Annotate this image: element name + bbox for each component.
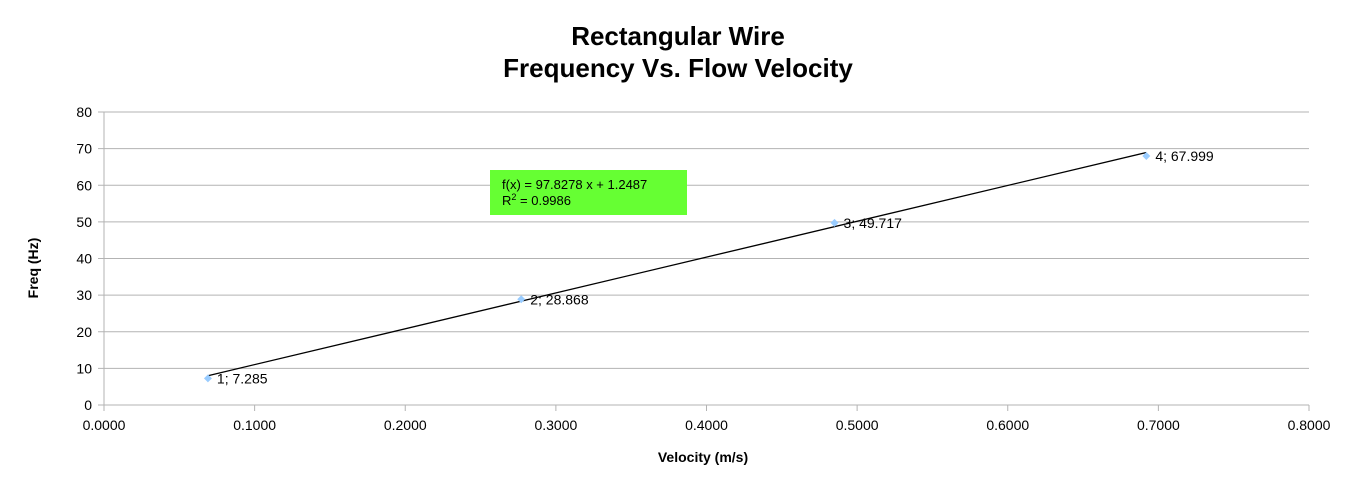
trendline-equation: f(x) = 97.8278 x + 1.2487: [502, 177, 647, 192]
data-label-4: 4; 67.999: [1155, 148, 1214, 164]
x-tick-label-0.6000: 0.6000: [986, 417, 1029, 433]
x-tick-label-0.4000: 0.4000: [685, 417, 728, 433]
trendline-r-squared: R2 = 0.9986: [502, 192, 571, 208]
x-tick-label-0.3000: 0.3000: [534, 417, 577, 433]
y-tick-label-50: 50: [76, 214, 92, 230]
y-axis-ticks: 0 10 20 30 40 50 60 70 80: [76, 104, 104, 413]
x-tick-label-0.5000: 0.5000: [836, 417, 879, 433]
chart-title-line-1: Rectangular Wire: [571, 21, 785, 51]
data-points: [203, 151, 1151, 383]
data-label-3: 3; 49.717: [844, 215, 903, 231]
y-tick-label-70: 70: [76, 141, 92, 157]
data-labels: 1; 7.285 2; 28.868 3; 49.717 4; 67.999: [217, 148, 1214, 386]
y-tick-label-60: 60: [76, 177, 92, 193]
gridlines: [104, 111, 1309, 369]
data-point-1: [203, 374, 212, 383]
chart-title-line-2: Frequency Vs. Flow Velocity: [503, 53, 853, 83]
y-tick-label-10: 10: [76, 360, 92, 376]
x-tick-label-0.0000: 0.0000: [83, 417, 126, 433]
y-axis-title: Freq (Hz): [25, 238, 41, 299]
trendline: [207, 151, 1147, 377]
x-tick-label-0.2000: 0.2000: [384, 417, 427, 433]
x-tick-label-0.1000: 0.1000: [233, 417, 276, 433]
trendline-equation-box: f(x) = 97.8278 x + 1.2487 R2 = 0.9986: [490, 170, 687, 215]
y-tick-label-30: 30: [76, 287, 92, 303]
trendline-group: [207, 151, 1147, 377]
data-point-3: [830, 218, 839, 227]
x-axis-title: Velocity (m/s): [658, 449, 748, 465]
data-point-4: [1142, 151, 1151, 160]
data-point-2: [517, 295, 526, 304]
x-tick-label-0.7000: 0.7000: [1137, 417, 1180, 433]
y-tick-label-40: 40: [76, 251, 92, 267]
y-tick-label-0: 0: [84, 397, 92, 413]
data-label-2: 2; 28.868: [530, 291, 589, 307]
x-tick-label-0.8000: 0.8000: [1288, 417, 1331, 433]
x-axis-ticks: 0.0000 0.1000 0.2000 0.3000 0.4000 0.5000 0.60…: [83, 405, 1331, 433]
equation-box-background: [490, 170, 687, 215]
y-tick-label-80: 80: [76, 104, 92, 120]
data-label-1: 1; 7.285: [217, 370, 268, 386]
y-tick-label-20: 20: [76, 324, 92, 340]
